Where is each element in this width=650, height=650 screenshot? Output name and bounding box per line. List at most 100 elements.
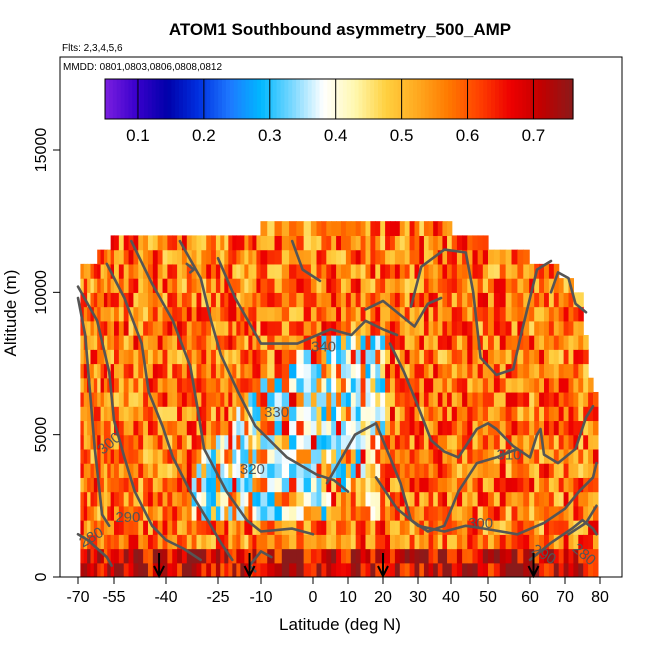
heatmap-cell	[321, 534, 327, 550]
heatmap-cell	[215, 235, 221, 251]
heatmap-cell	[544, 306, 550, 322]
heatmap-cell	[488, 292, 495, 308]
heatmap-cell	[360, 548, 367, 564]
heatmap-cell	[456, 477, 463, 493]
heatmap-cell	[177, 278, 183, 293]
heatmap-cell	[252, 335, 258, 350]
heatmap-cell	[428, 448, 434, 464]
heatmap-cell	[360, 420, 367, 436]
heatmap-cell	[573, 477, 579, 493]
heatmap-cell	[321, 505, 327, 521]
heatmap-cell	[172, 477, 178, 493]
heatmap-cell	[281, 463, 290, 478]
heatmap-cell	[316, 292, 322, 308]
heatmap-cell	[380, 363, 386, 379]
heatmap-cell	[289, 477, 297, 493]
heatmap-cell	[147, 520, 154, 535]
heatmap-cell	[341, 278, 347, 293]
heatmap-cell	[321, 448, 327, 464]
x-axis-label: Latitude (deg N)	[279, 615, 401, 634]
heatmap-cell	[103, 534, 108, 550]
heatmap-cell	[578, 463, 584, 478]
heatmap-cell	[360, 349, 367, 365]
heatmap-cell	[244, 349, 249, 365]
contour-line	[178, 239, 350, 493]
heatmap-cell	[157, 249, 164, 265]
heatmap-cell	[103, 434, 108, 450]
heatmap-cell	[274, 534, 283, 550]
heatmap-cell	[472, 448, 479, 464]
heatmap-cell	[236, 377, 241, 393]
heatmap-cell	[236, 477, 241, 493]
heatmap-cell	[534, 306, 540, 322]
heatmap-cell	[544, 406, 550, 422]
heatmap-cell	[110, 562, 115, 577]
heatmap-cell	[123, 235, 130, 251]
heatmap-cell	[321, 335, 327, 350]
heatmap-cell	[83, 406, 88, 422]
heatmap-cell	[433, 505, 439, 521]
heatmap-cell	[138, 491, 144, 507]
heatmap-cell	[385, 534, 391, 550]
heatmap-cell	[128, 562, 135, 577]
heatmap-cell	[385, 306, 391, 322]
heatmap-cell	[573, 349, 579, 365]
heatmap-cell	[289, 434, 297, 450]
heatmap-cell	[296, 221, 305, 236]
heatmap-cell	[316, 263, 322, 279]
colorbar-swatch	[147, 79, 153, 119]
heatmap-cell	[414, 377, 420, 393]
heatmap-cell	[152, 505, 159, 521]
colorbar-swatch	[378, 79, 383, 119]
heatmap-cell	[477, 434, 484, 450]
heatmap-cell	[296, 520, 305, 535]
heatmap-cell	[326, 349, 332, 365]
heatmap-cell	[583, 335, 589, 350]
heatmap-cell	[114, 306, 120, 322]
heatmap-cell	[128, 520, 135, 535]
heatmap-cell	[573, 363, 579, 379]
heatmap-cell	[462, 306, 468, 322]
heatmap-cell	[341, 292, 347, 308]
heatmap-cell	[375, 463, 381, 478]
heatmap-cell	[236, 349, 241, 365]
heatmap-cell	[593, 406, 599, 422]
heatmap-cell	[248, 448, 253, 464]
heatmap-cell	[499, 548, 507, 564]
heatmap-cell	[236, 363, 241, 379]
heatmap-cell	[499, 335, 507, 350]
heatmap-cell	[236, 434, 241, 450]
heatmap-cell	[316, 548, 322, 564]
heatmap-cell	[206, 406, 212, 422]
heatmap-cell	[341, 306, 347, 322]
colorbar-swatch	[370, 79, 375, 119]
heatmap-cell	[409, 263, 416, 279]
colorbar-swatch	[565, 79, 570, 119]
heatmap-cell	[228, 505, 233, 521]
heatmap-cell	[394, 562, 401, 577]
heatmap-cell	[244, 391, 249, 407]
colorbar-swatch	[331, 79, 336, 119]
heatmap-cell	[310, 349, 318, 365]
heatmap-cell	[482, 520, 489, 535]
heatmap-cell	[228, 335, 233, 350]
heatmap-cell	[93, 391, 98, 407]
heatmap-cell	[80, 349, 85, 365]
heatmap-cell	[390, 534, 396, 550]
heatmap-cell	[90, 349, 95, 365]
heatmap-cell	[310, 406, 318, 422]
heatmap-cell	[548, 278, 555, 293]
heatmap-cell	[274, 377, 283, 393]
heatmap-cell	[133, 377, 139, 393]
heatmap-cell	[123, 520, 130, 535]
heatmap-cell	[118, 491, 125, 507]
heatmap-cell	[133, 491, 139, 507]
heatmap-cell	[517, 320, 524, 336]
heatmap-cell	[87, 335, 92, 350]
heatmap-cell	[90, 448, 95, 464]
heatmap-cell	[419, 278, 425, 293]
heatmap-cell	[196, 505, 202, 521]
heatmap-cell	[467, 335, 474, 350]
heatmap-cell	[472, 377, 479, 393]
heatmap-cell	[462, 292, 468, 308]
